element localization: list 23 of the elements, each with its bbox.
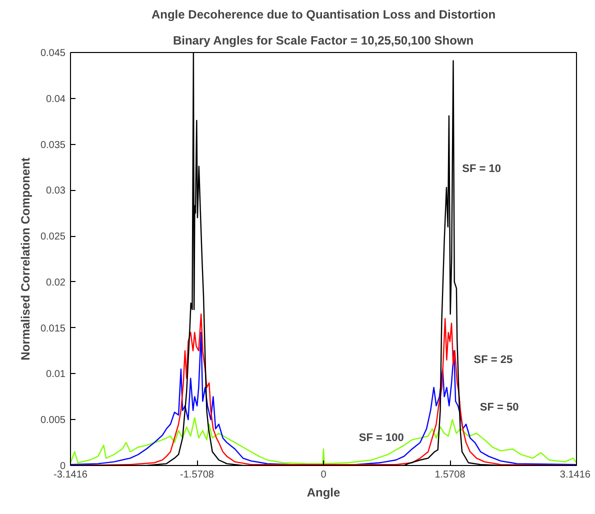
annotation: SF = 50 xyxy=(480,402,519,414)
x-axis-title: Angle xyxy=(306,486,340,500)
y-tick-label: 0.04 xyxy=(46,94,66,105)
y-tick-label: 0.02 xyxy=(46,277,66,288)
y-tick-label: 0.045 xyxy=(40,48,66,59)
y-tick-label: 0.015 xyxy=(40,323,66,334)
y-tick-label: 0.01 xyxy=(46,369,66,380)
annotation: SF = 100 xyxy=(358,432,404,444)
annotation: SF = 10 xyxy=(462,162,501,175)
y-tick-label: 0.03 xyxy=(46,186,66,197)
chart-title: Angle Decoherence due to Quantisation Loss and Distortion xyxy=(151,8,496,22)
y-tick-label: 0.035 xyxy=(40,140,66,151)
x-tick-label: 0 xyxy=(320,470,327,480)
y-tick-label: 0.025 xyxy=(40,232,66,243)
annotation: SF = 25 xyxy=(474,354,513,366)
y-axis-title: Normalised Correlation Component xyxy=(18,158,32,360)
chart-subtitle: Binary Angles for Scale Factor = 10,25,50,100 Shown xyxy=(172,34,474,48)
x-tick-label: 3.1416 xyxy=(560,470,591,480)
x-tick-label: 1.5708 xyxy=(434,470,466,480)
x-tick-label: -3.1416 xyxy=(54,470,88,480)
y-tick-label: 0 xyxy=(60,461,66,472)
x-tick-label: -1.5708 xyxy=(180,470,214,480)
y-tick-label: 0.005 xyxy=(40,415,66,426)
